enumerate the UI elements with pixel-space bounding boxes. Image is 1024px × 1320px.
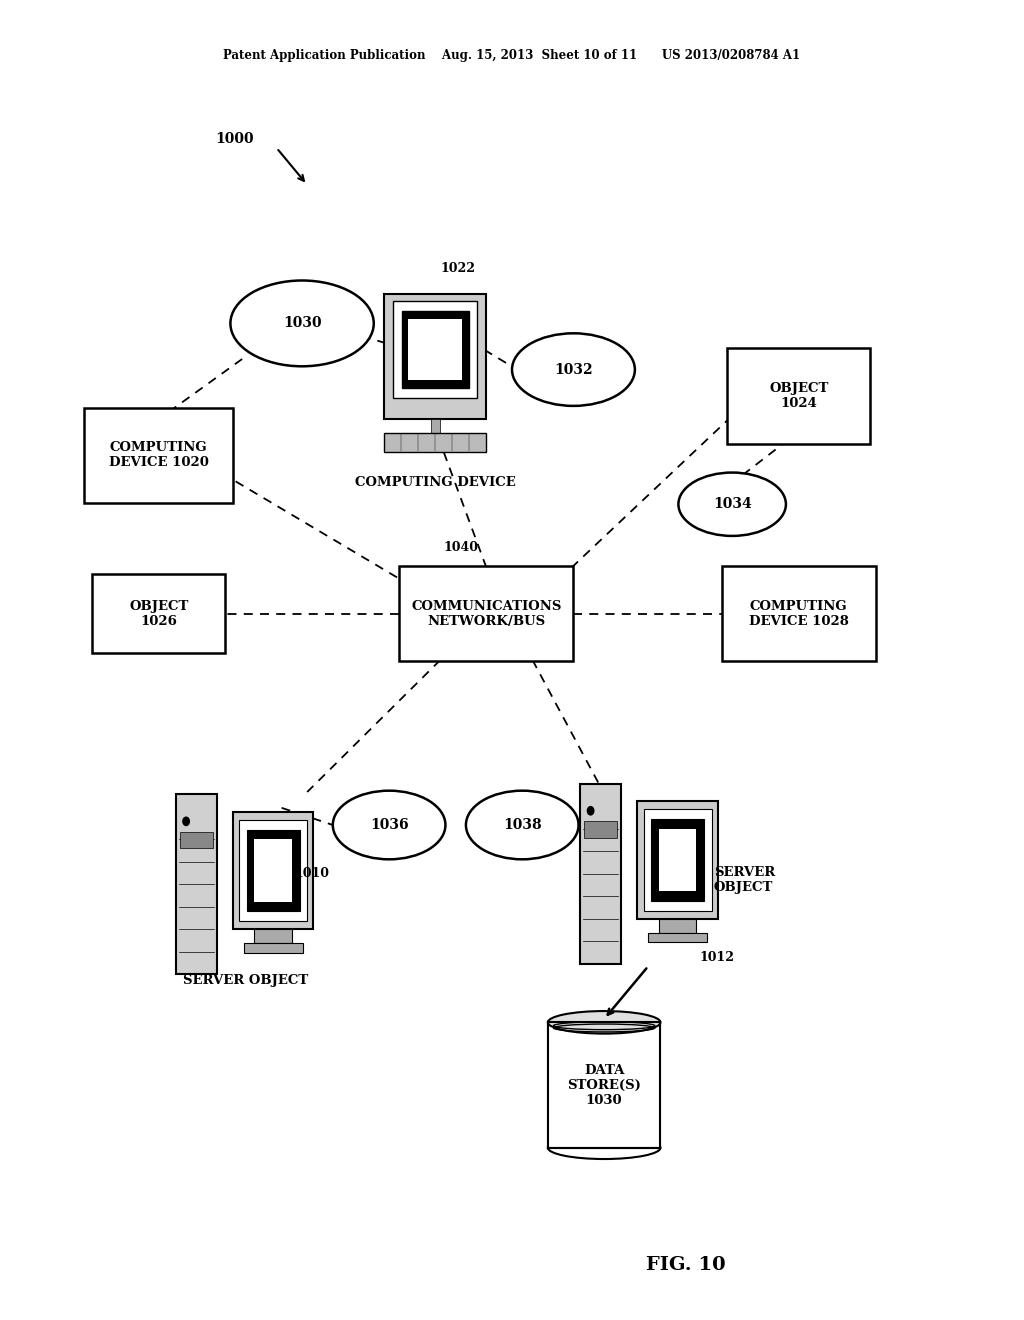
Ellipse shape [333,791,445,859]
FancyBboxPatch shape [581,784,622,964]
FancyBboxPatch shape [254,840,292,902]
Text: COMPUTING DEVICE: COMPUTING DEVICE [355,475,515,488]
Ellipse shape [230,281,374,367]
Text: OBJECT
1024: OBJECT 1024 [769,381,828,411]
FancyBboxPatch shape [254,929,292,944]
FancyBboxPatch shape [384,294,486,418]
FancyBboxPatch shape [384,433,486,451]
FancyBboxPatch shape [401,312,469,388]
Circle shape [183,817,189,825]
Text: SERVER OBJECT: SERVER OBJECT [183,974,308,987]
Circle shape [588,807,594,814]
Text: 1032: 1032 [554,363,593,376]
FancyBboxPatch shape [84,408,232,503]
Text: 1038: 1038 [503,818,542,832]
FancyBboxPatch shape [648,933,708,942]
Ellipse shape [466,791,579,859]
Text: COMPUTING
DEVICE 1020: COMPUTING DEVICE 1020 [109,441,209,470]
Text: OBJECT
1026: OBJECT 1026 [129,599,188,628]
FancyBboxPatch shape [247,830,299,911]
FancyBboxPatch shape [548,1022,660,1147]
FancyBboxPatch shape [232,812,313,929]
FancyBboxPatch shape [722,566,876,661]
FancyBboxPatch shape [92,574,225,653]
Text: SERVER
OBJECT: SERVER OBJECT [714,866,775,895]
Text: 1022: 1022 [440,261,475,275]
FancyBboxPatch shape [176,795,217,974]
FancyBboxPatch shape [549,1024,659,1146]
Text: Patent Application Publication    Aug. 15, 2013  Sheet 10 of 11      US 2013/020: Patent Application Publication Aug. 15, … [223,49,801,62]
Text: 1034: 1034 [713,498,752,511]
Text: DATA
STORE(S)
1030: DATA STORE(S) 1030 [567,1064,641,1106]
FancyBboxPatch shape [585,821,617,838]
FancyBboxPatch shape [651,820,705,900]
Text: 1000: 1000 [215,132,254,145]
FancyBboxPatch shape [727,348,870,444]
FancyBboxPatch shape [240,820,307,921]
FancyBboxPatch shape [658,829,696,891]
FancyBboxPatch shape [644,809,712,911]
FancyBboxPatch shape [409,319,462,380]
Text: 1036: 1036 [370,818,409,832]
FancyBboxPatch shape [637,801,718,919]
Text: 1030: 1030 [283,317,322,330]
FancyBboxPatch shape [393,301,477,399]
FancyBboxPatch shape [658,919,696,933]
Ellipse shape [512,334,635,407]
FancyBboxPatch shape [431,418,439,433]
Ellipse shape [678,473,786,536]
Ellipse shape [548,1011,660,1034]
Text: 1010: 1010 [295,867,330,880]
Text: 1012: 1012 [699,950,734,964]
Ellipse shape [548,1137,660,1159]
Text: 1040: 1040 [443,541,478,554]
Text: COMPUTING
DEVICE 1028: COMPUTING DEVICE 1028 [749,599,849,628]
FancyBboxPatch shape [244,944,303,953]
Text: FIG. 10: FIG. 10 [646,1255,726,1274]
FancyBboxPatch shape [399,566,573,661]
FancyBboxPatch shape [180,832,213,849]
Text: COMMUNICATIONS
NETWORK/BUS: COMMUNICATIONS NETWORK/BUS [412,599,561,628]
